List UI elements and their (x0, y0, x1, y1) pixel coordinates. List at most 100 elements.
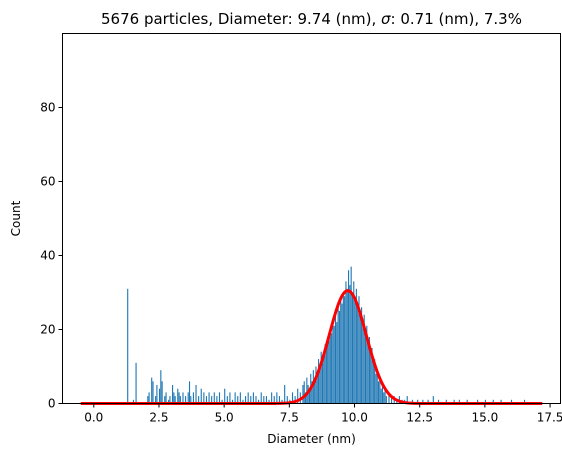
histogram-bar (384, 388, 386, 404)
histogram-bar (252, 392, 254, 404)
x-tick-label: 17.5 (537, 411, 562, 425)
histogram-bar (349, 285, 351, 404)
histogram-bar (200, 388, 202, 404)
histogram-bar (306, 377, 308, 404)
histogram-bar (367, 340, 369, 404)
histogram-bar (492, 399, 494, 404)
histogram-bar (213, 392, 215, 404)
histogram-bar (357, 303, 359, 404)
histogram-bar (388, 392, 390, 404)
histogram-bar (417, 399, 419, 404)
histogram-bar (268, 399, 270, 404)
chart-title-sigma: σ (381, 10, 391, 28)
histogram-bar (510, 399, 513, 404)
histogram-bar (237, 396, 239, 404)
histogram-bar (216, 396, 218, 404)
histogram-bar (385, 396, 387, 404)
histogram-bar (375, 373, 377, 404)
histogram-bar (168, 399, 170, 404)
histogram-bar (304, 392, 307, 404)
histogram-bar (321, 362, 324, 404)
histogram-bar (411, 399, 413, 404)
histogram-bar (188, 381, 191, 404)
histogram-bar (226, 396, 228, 404)
chart-title: 5676 particles, Diameter: 9.74 (nm), σ: … (101, 10, 522, 28)
histogram-bar (172, 385, 174, 404)
histogram-bar (323, 355, 325, 404)
histogram-bar (379, 377, 381, 404)
histogram-bar (160, 370, 162, 404)
histogram-bar (308, 388, 310, 404)
histogram-bar (260, 392, 262, 404)
histogram-bar (127, 288, 129, 404)
chart-title-pre: 5676 particles, Diameter: 9.74 (nm), (101, 10, 381, 28)
histogram-bar (345, 281, 347, 404)
x-tick-label: 10.0 (341, 411, 368, 425)
histogram-bar (147, 396, 149, 404)
x-tick-label: 12.5 (406, 411, 433, 425)
histogram-bar (218, 392, 221, 404)
histogram-bar (336, 322, 338, 404)
histogram-bar (284, 385, 286, 404)
histogram-bar (198, 396, 200, 404)
histogram-bar (234, 392, 236, 404)
histogram-bar (239, 392, 241, 404)
histogram-bar (271, 392, 273, 404)
histogram-bar (250, 396, 252, 404)
histogram-bar (333, 325, 335, 404)
histogram-bar (258, 399, 260, 404)
histogram-bar (484, 399, 486, 404)
histogram-bar (377, 381, 380, 404)
x-tick-label: 5.0 (215, 411, 234, 425)
x-tick-label: 2.5 (149, 411, 168, 425)
histogram-bar (329, 329, 331, 404)
histogram-bar (185, 396, 187, 404)
histogram-bar (132, 399, 135, 404)
histogram-bar (242, 399, 244, 404)
histogram-bar (294, 396, 296, 404)
histogram-bar (182, 392, 184, 404)
histogram-bar (205, 396, 208, 404)
histogram-bar (364, 329, 367, 404)
histogram-bar (332, 322, 334, 404)
y-tick-label: 60 (40, 175, 55, 189)
histogram-bar (366, 325, 368, 404)
histogram-bar (391, 396, 393, 404)
histogram-bar (331, 333, 333, 404)
histogram-bar (155, 396, 157, 404)
histogram-bar (458, 399, 460, 404)
histogram-bar (380, 388, 382, 404)
histogram-bar (302, 385, 304, 404)
histogram-bar (231, 399, 234, 404)
histogram-bar (374, 359, 376, 404)
histogram-bar (359, 311, 361, 404)
x-axis-ticks: 0.0 2.5 5.0 7.5 10.0 12.5 15.0 17.5 (84, 403, 562, 425)
histogram-bar (362, 322, 364, 404)
histogram-bar (148, 392, 150, 404)
histogram-bar (158, 388, 161, 404)
histogram-bar (190, 396, 192, 404)
histogram-bar (358, 296, 360, 404)
histogram-bar (247, 392, 249, 404)
histogram-bar (161, 381, 163, 404)
histogram-bar (318, 359, 320, 404)
histogram-bar (224, 388, 226, 404)
y-axis-ticks: 0 20 40 60 80 (40, 101, 63, 411)
histogram-bar (178, 392, 180, 404)
histogram-bar (334, 314, 337, 404)
histogram-bar (370, 351, 372, 404)
histogram-bar (320, 351, 322, 404)
histogram-bar (327, 336, 329, 404)
histogram-bar (195, 385, 197, 404)
histogram-bar (152, 381, 154, 404)
chart-title-post: : 0.71 (nm), 7.3% (391, 10, 522, 28)
histogram-bar (337, 307, 339, 404)
histogram-bar (173, 392, 175, 404)
histogram-bar (291, 392, 294, 404)
histogram-bar (361, 307, 363, 404)
histogram-bar (348, 270, 350, 404)
histogram-bar (276, 392, 278, 404)
histogram-bar (353, 281, 355, 404)
histogram-bar (265, 396, 267, 404)
